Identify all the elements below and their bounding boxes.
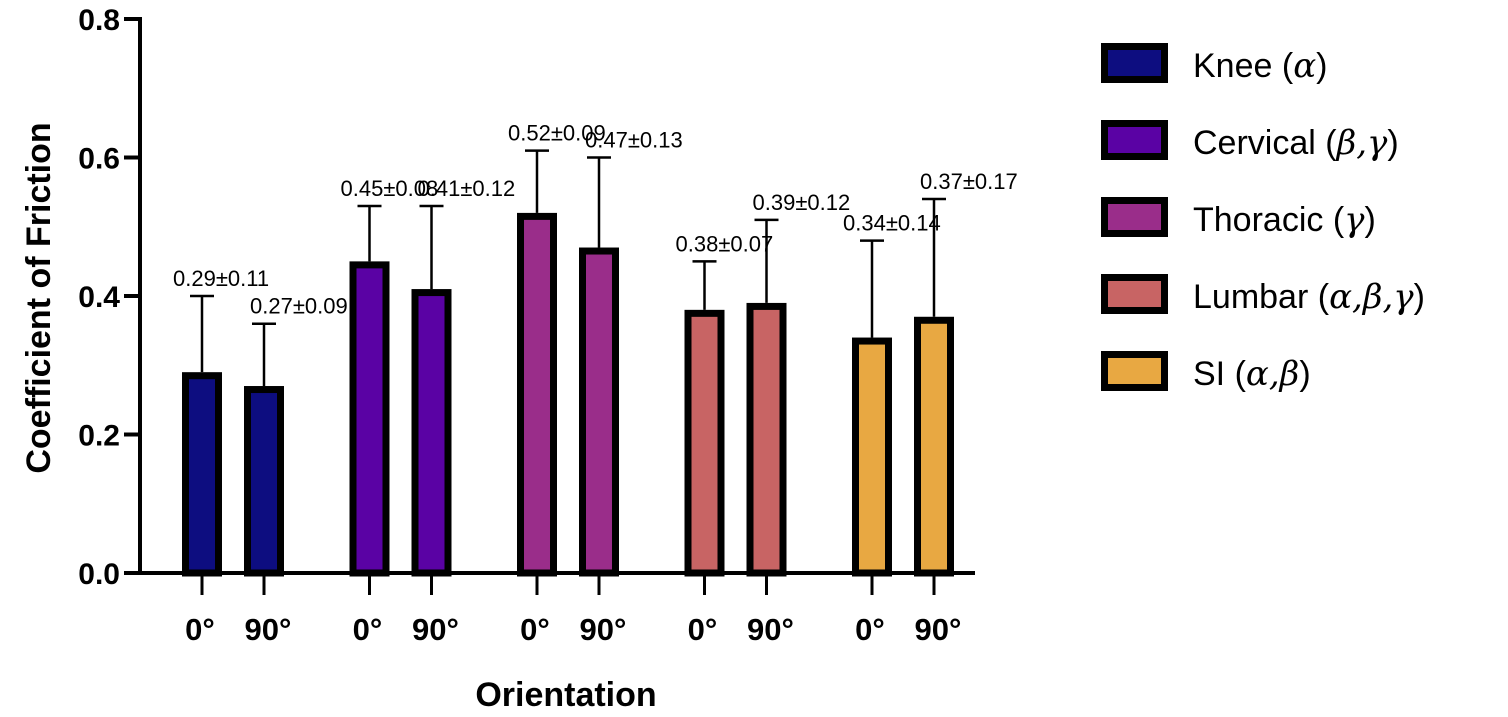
legend-label: Lumbar (α,β,γ) <box>1193 277 1425 317</box>
legend-item-thoracic: Thoracic (γ) <box>1101 197 1376 240</box>
x-axis-title: Orientation <box>475 676 656 714</box>
data-label: 0.37±0.17 <box>920 169 1018 194</box>
data-label: 0.52±0.09 <box>508 121 606 146</box>
data-label: 0.45±0.08 <box>341 176 439 201</box>
y-tick-label: 0.6 <box>78 143 120 176</box>
legend-item-knee: Knee (α) <box>1101 43 1327 86</box>
legend-swatch <box>1101 120 1168 160</box>
y-tick-label: 0.0 <box>78 558 120 591</box>
data-label: 0.39±0.12 <box>753 190 851 215</box>
bar-group-cervical: 0° 0.45±0.08 90° 0.41±0.12 <box>341 176 516 647</box>
data-label: 0.27±0.09 <box>250 294 348 319</box>
x-tick-label: 0° <box>185 612 215 647</box>
y-axis: 0.0 0.2 0.4 0.6 0.8 <box>78 4 142 591</box>
legend: Knee (α) Cervical (β,γ) Thoracic (γ) Lumbar… <box>1101 43 1425 394</box>
data-label: 0.41±0.12 <box>418 176 516 201</box>
bar <box>684 309 725 577</box>
bar-group-thoracic: 0° 0.52±0.09 90° 0.47±0.13 <box>508 121 683 647</box>
x-tick-label: 0° <box>855 612 885 647</box>
data-label: 0.47±0.13 <box>585 128 683 153</box>
x-tick-label: 90° <box>915 612 962 647</box>
legend-item-lumbar: Lumbar (α,β,γ) <box>1101 274 1425 317</box>
bar <box>517 212 557 577</box>
x-tick-label: 0° <box>520 612 550 647</box>
legend-swatch <box>1101 274 1168 314</box>
x-tick-label: 0° <box>353 612 383 647</box>
y-tick-label: 0.4 <box>78 281 120 314</box>
legend-item-si: SI (α,β) <box>1101 351 1311 394</box>
x-tick-label: 0° <box>688 612 718 647</box>
bar-group-knee: 0° 0.29±0.11 90° 0.27±0.09 <box>173 266 348 647</box>
y-axis-title: Coefficient of Friction <box>20 122 58 473</box>
legend-label: Knee (α) <box>1193 46 1327 86</box>
bar-group-lumbar: 0° 0.38±0.07 90° 0.39±0.12 <box>676 190 851 647</box>
y-tick-label: 0.2 <box>78 420 120 453</box>
bar <box>852 337 892 577</box>
legend-item-cervical: Cervical (β,γ) <box>1101 120 1399 163</box>
legend-label: SI (α,β) <box>1193 354 1311 394</box>
bar <box>411 289 452 577</box>
legend-label: Cervical (β,γ) <box>1193 123 1399 163</box>
legend-swatch <box>1101 43 1168 83</box>
bar <box>914 316 954 577</box>
x-tick-label: 90° <box>580 612 627 647</box>
bar <box>746 302 787 577</box>
data-label: 0.34±0.14 <box>843 211 941 236</box>
bars: 0° 0.29±0.11 90° 0.27±0.09 0° 0.45±0.08 90° 0.4… <box>173 121 1018 647</box>
bar <box>182 372 222 577</box>
x-tick-label: 90° <box>412 612 459 647</box>
bar <box>244 386 284 577</box>
legend-swatch <box>1101 351 1168 391</box>
data-label: 0.38±0.07 <box>676 231 774 256</box>
x-tick-label: 90° <box>245 612 292 647</box>
y-tick-label: 0.8 <box>78 4 120 37</box>
legend-swatch <box>1101 197 1168 237</box>
x-tick-label: 90° <box>747 612 794 647</box>
bar <box>579 247 619 577</box>
data-label: 0.29±0.11 <box>173 266 269 291</box>
legend-label: Thoracic (γ) <box>1193 200 1376 240</box>
bar <box>349 261 390 577</box>
bar-group-si: 0° 0.34±0.14 90° 0.37±0.17 <box>843 169 1018 647</box>
